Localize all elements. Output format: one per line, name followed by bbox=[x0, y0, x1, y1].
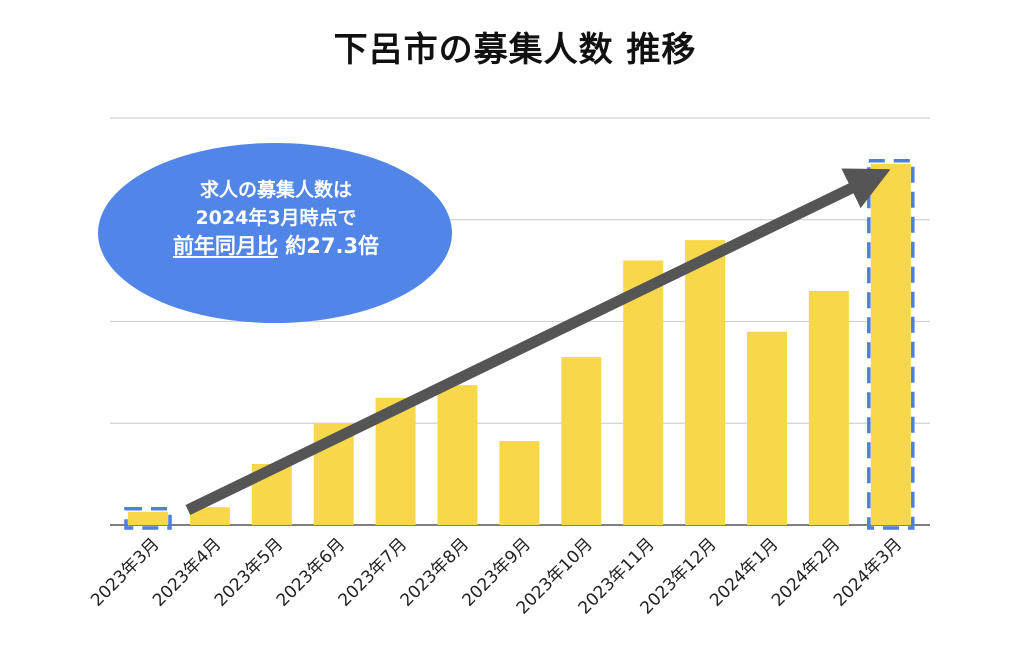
bar bbox=[870, 163, 911, 525]
bar bbox=[499, 441, 540, 525]
highlight-box bbox=[867, 159, 915, 530]
bar bbox=[623, 260, 664, 525]
chart-title: 下呂市の募集人数 推移 bbox=[333, 30, 697, 70]
annotation-ellipse bbox=[98, 143, 452, 323]
trend-arrow bbox=[185, 168, 891, 515]
annotation-line-2: 2024年3月時点で bbox=[195, 207, 357, 229]
annotation-line-1: 求人の募集人数は bbox=[199, 179, 352, 201]
annotation-ratio: 約27.3倍 bbox=[277, 234, 380, 258]
bar bbox=[128, 511, 168, 525]
annotation-text: 求人の募集人数は 2024年3月時点で 前年同月比 約27.3倍 bbox=[100, 176, 452, 260]
x-axis-labels: 2023年3月2023年4月2023年5月2023年6月2023年7月2023年… bbox=[87, 534, 906, 618]
annotation-underlined: 前年同月比 bbox=[172, 234, 278, 258]
highlight-box bbox=[124, 507, 172, 530]
bar bbox=[685, 240, 726, 525]
bar bbox=[747, 331, 787, 525]
bar bbox=[437, 385, 478, 525]
bar bbox=[189, 507, 230, 525]
highlight-boxes bbox=[124, 159, 915, 530]
annotation-line-3: 前年同月比 約27.3倍 bbox=[100, 232, 452, 260]
annotation bbox=[98, 143, 452, 323]
trend-arrow-line bbox=[185, 168, 891, 515]
bar bbox=[808, 290, 849, 525]
bar bbox=[561, 357, 602, 525]
